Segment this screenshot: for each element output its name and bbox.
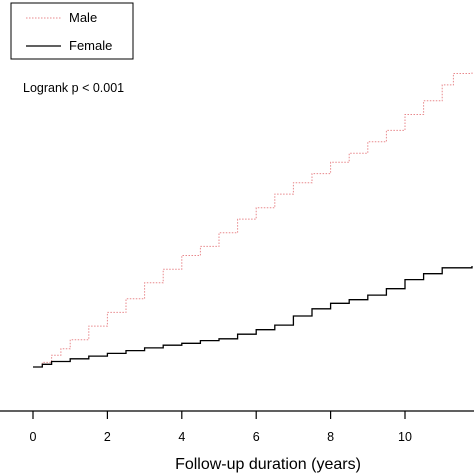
legend-label-male: Male — [69, 10, 97, 25]
legend-box — [10, 2, 134, 60]
x-tick-label-8: 8 — [327, 430, 334, 444]
x-axis-ticks: 0 2 4 6 8 10 — [30, 411, 412, 444]
legend-label-female: Female — [69, 38, 112, 53]
series-lines — [33, 71, 473, 368]
x-tick-label-2: 2 — [104, 430, 111, 444]
x-tick-label-6: 6 — [253, 430, 260, 444]
x-tick-label-10: 10 — [398, 430, 412, 444]
x-axis-title: Follow-up duration (years) — [175, 456, 361, 473]
series-line-male — [33, 71, 473, 368]
x-tick-label-0: 0 — [30, 430, 37, 444]
legend: Male Female — [10, 2, 134, 60]
logrank-annotation: Logrank p < 0.001 — [23, 81, 124, 95]
series-line-female — [33, 266, 473, 368]
x-tick-label-4: 4 — [178, 430, 185, 444]
